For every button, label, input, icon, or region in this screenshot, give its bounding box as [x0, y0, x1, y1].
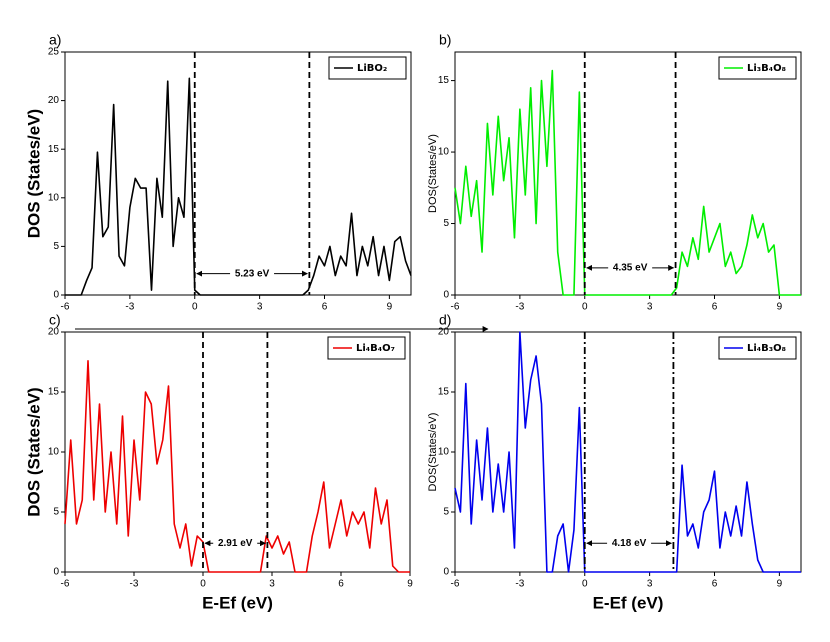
legend-label: Li₄B₃O₈ — [747, 343, 786, 354]
y-tick-label: 15 — [438, 75, 450, 86]
x-tick-label: -6 — [451, 302, 460, 313]
plot-frame — [454, 331, 802, 573]
legend-label: LiBO₂ — [357, 63, 387, 74]
y-tick-label: 0 — [53, 290, 59, 301]
panel-label: b) — [439, 32, 451, 48]
legend-label: Li₄B₄O₇ — [356, 343, 395, 354]
y-tick-label: 5 — [443, 218, 449, 229]
y-axis-label: DOS(States/eV) — [427, 413, 439, 492]
y-tick-label: 15 — [48, 387, 60, 398]
panel-label: a) — [49, 32, 61, 48]
x-tick-label: 0 — [200, 579, 206, 590]
y-tick-label: 25 — [48, 47, 60, 58]
x-axis-label: E-Ef (eV) — [202, 593, 273, 612]
y-tick-label: 20 — [438, 327, 450, 338]
x-tick-label: 9 — [407, 579, 413, 590]
panel-label: c) — [49, 312, 61, 328]
x-tick-label: 6 — [712, 579, 718, 590]
legend-box — [718, 56, 797, 80]
gap-label-bg — [230, 266, 275, 281]
x-tick-label: -6 — [61, 302, 70, 313]
legend-box — [718, 336, 797, 360]
y-tick-label: 15 — [48, 144, 60, 155]
y-tick-label: 5 — [443, 507, 449, 518]
y-tick-label: 0 — [443, 567, 449, 578]
x-tick-label: 3 — [269, 579, 275, 590]
x-tick-label: -3 — [515, 302, 524, 313]
y-tick-label: 10 — [438, 147, 450, 158]
x-tick-label: -6 — [61, 579, 70, 590]
x-axis-label: E-Ef (eV) — [593, 593, 664, 612]
y-tick-label: 15 — [438, 387, 450, 398]
gap-label: 5.23 eV — [235, 268, 270, 279]
gap-label: 2.91 eV — [218, 538, 253, 549]
dos-line — [454, 69, 801, 296]
y-tick-label: 0 — [443, 290, 449, 301]
y-tick-label: 0 — [53, 567, 59, 578]
y-tick-label: 5 — [53, 507, 59, 518]
x-tick-label: 0 — [582, 579, 588, 590]
gap-label-bg — [607, 536, 652, 551]
y-axis-label: DOS (States/eV) — [24, 109, 43, 238]
gap-label: 4.35 eV — [613, 262, 648, 273]
panel-label: d) — [439, 312, 451, 328]
x-tick-label: 6 — [338, 579, 344, 590]
x-tick-label: 9 — [387, 302, 393, 313]
y-tick-label: 5 — [53, 241, 59, 252]
gap-label: 4.18 eV — [612, 538, 647, 549]
y-tick-label: 10 — [438, 447, 450, 458]
y-tick-label: 10 — [48, 447, 60, 458]
x-tick-label: 3 — [647, 579, 653, 590]
x-tick-label: 3 — [647, 302, 653, 313]
y-axis-label: DOS (States/eV) — [24, 387, 43, 516]
gap-label-bg — [608, 260, 653, 275]
dos-line — [65, 77, 412, 296]
x-tick-label: 3 — [257, 302, 263, 313]
x-tick-label: 9 — [777, 302, 783, 313]
y-axis-label: DOS(States/eV) — [427, 134, 439, 213]
x-tick-label: -3 — [125, 302, 134, 313]
legend-box — [327, 336, 406, 360]
legend-label: Li₃B₄O₈ — [747, 63, 786, 74]
x-tick-label: 6 — [322, 302, 328, 313]
legend-box — [328, 56, 407, 80]
x-tick-label: 0 — [192, 302, 198, 313]
gap-label-bg — [213, 536, 258, 551]
x-tick-label: 0 — [582, 302, 588, 313]
y-tick-label: 20 — [48, 327, 60, 338]
x-tick-label: -3 — [515, 579, 524, 590]
y-tick-label: 10 — [48, 192, 60, 203]
dos-line — [64, 360, 410, 573]
plot-frame — [64, 331, 411, 573]
dos-line — [454, 331, 801, 573]
x-tick-label: -6 — [451, 579, 460, 590]
x-tick-label: 6 — [712, 302, 718, 313]
y-tick-label: 20 — [48, 95, 60, 106]
x-tick-label: 9 — [777, 579, 783, 590]
plot-frame — [454, 51, 802, 296]
x-tick-label: -3 — [130, 579, 139, 590]
